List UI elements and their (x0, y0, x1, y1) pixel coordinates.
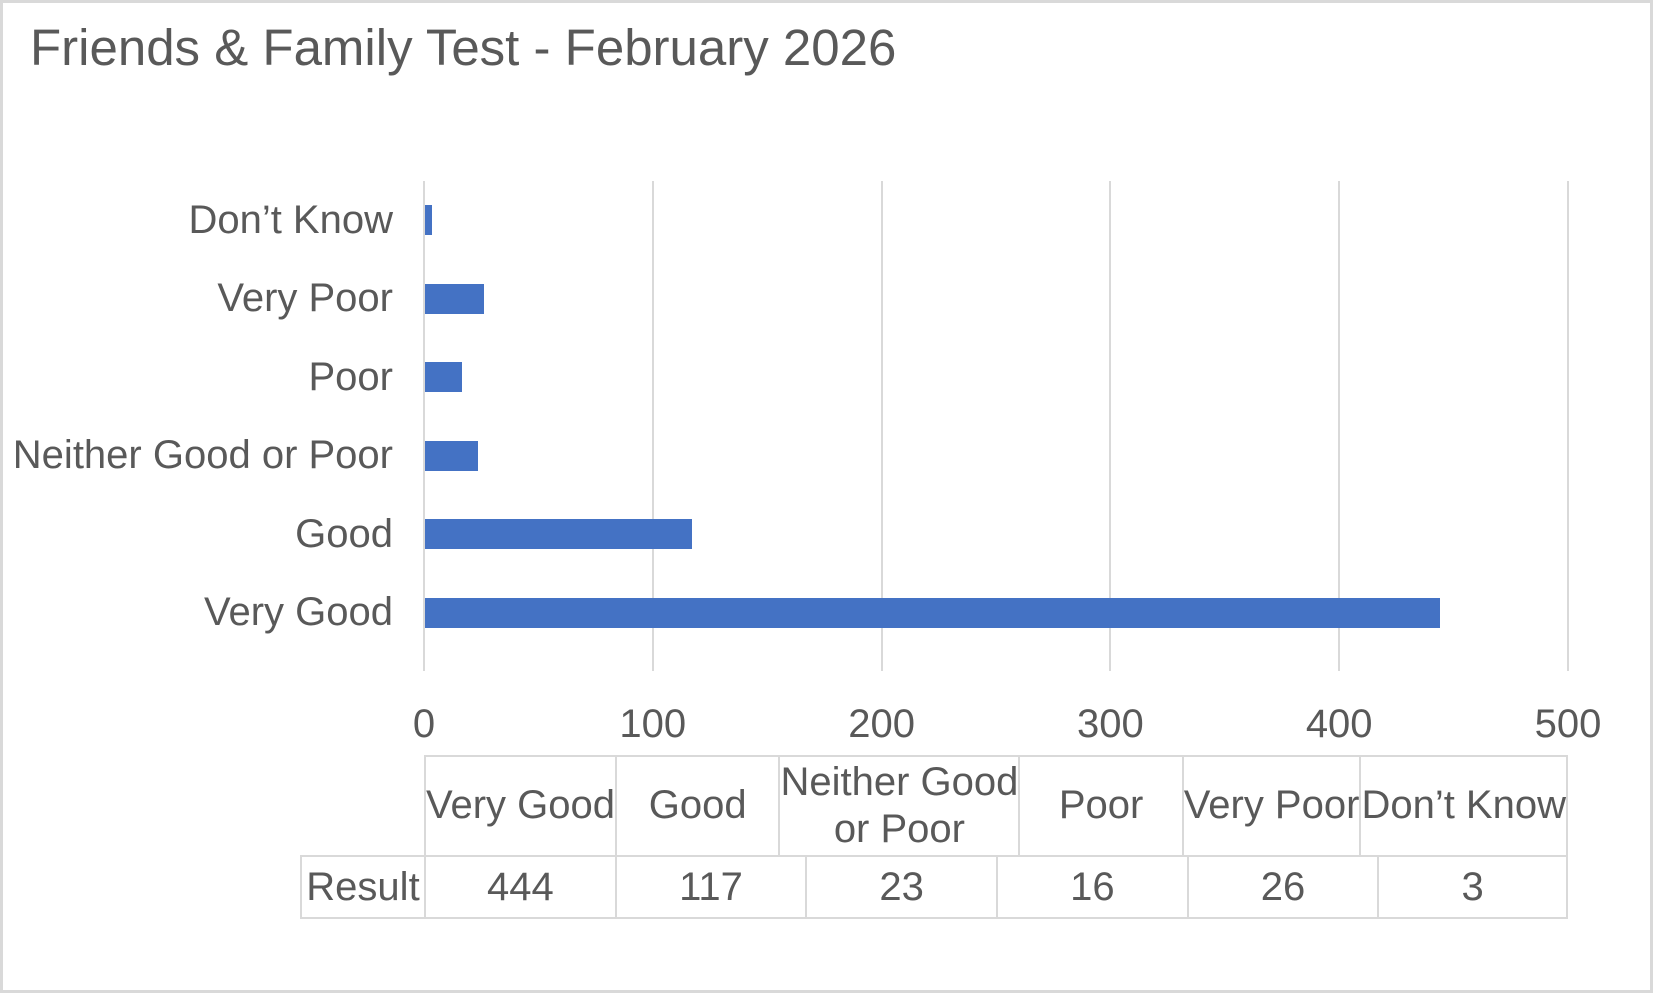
category-label: Very Good (203, 590, 393, 635)
value-axis-tick-label: 400 (1305, 702, 1373, 746)
data-table-header-text: Good (648, 783, 747, 828)
data-table-header-text: Very Poor (1183, 783, 1360, 828)
data-table-row-label: Result (300, 857, 424, 917)
category-label: Good (295, 511, 393, 556)
category-axis-labels: Don’t Know Very Poor Poor Neither Good or P… (3, 181, 393, 652)
data-table-header: Very Good Good Neither Good or Poor Poor Very… (424, 755, 1568, 855)
value-axis-tick-label: 0 (412, 702, 436, 746)
bar-row (425, 338, 1568, 417)
gridline (1109, 181, 1112, 671)
bar (425, 440, 478, 471)
bar (425, 362, 462, 393)
gridline (880, 181, 883, 671)
value-axis-tick-label: 500 (1534, 702, 1602, 746)
bar (425, 597, 1440, 628)
bar (425, 519, 693, 550)
data-table-value-cell: 16 (996, 857, 1187, 917)
bar-row (425, 260, 1568, 339)
data-table-header-cell: Very Good (424, 757, 615, 855)
gridline (651, 181, 654, 671)
data-table-value-cell: 117 (614, 857, 806, 917)
value-axis-tick-label: 200 (848, 702, 915, 746)
data-table-header-cell: Poor (1018, 757, 1181, 855)
data-table-header-cell: Good (615, 757, 778, 855)
bar-row (425, 417, 1568, 496)
bar-row (425, 181, 1568, 260)
data-table-header-cell: Don’t Know (1359, 757, 1568, 855)
data-table-header-text: Don’t Know (1361, 783, 1566, 828)
category-label: Poor (308, 354, 394, 399)
category-label: Very Poor (217, 276, 393, 321)
plot-gridlines (423, 181, 1569, 671)
data-table-header-cell: Very Poor (1181, 757, 1360, 855)
chart-title: Friends & Family Test - February 2026 (30, 19, 897, 76)
category-label: Don’t Know (188, 197, 393, 242)
data-table-header-text: Very Good (426, 783, 616, 828)
plot-area (425, 181, 1568, 652)
category-label: Neither Good or Poor (12, 433, 393, 478)
gridline (1338, 181, 1341, 671)
data-table-header-text: or Poor (833, 807, 965, 851)
data-table-body-row: Result 444 117 23 16 26 3 (300, 855, 1568, 919)
bar-row (425, 495, 1568, 574)
data-table-header-cell: Neither Good or Poor (778, 757, 1018, 855)
value-axis-tick-label: 300 (1077, 702, 1144, 746)
data-table-value-cell: 26 (1186, 857, 1378, 917)
data-table-value-cell: 444 (424, 857, 615, 917)
data-table-value-cell: 23 (805, 857, 996, 917)
bar (425, 205, 432, 236)
value-axis-labels: 0 100 200 300 400 500 (413, 702, 1602, 746)
bar (425, 283, 485, 314)
bar-row (425, 574, 1568, 653)
gridline (423, 181, 425, 671)
data-table-header-text: Poor (1058, 783, 1144, 828)
data-table-header-text: Neither Good (780, 759, 1019, 804)
gridline (1567, 181, 1569, 671)
value-axis-tick-label: 100 (619, 702, 687, 746)
data-table-value-cell: 3 (1377, 857, 1568, 917)
